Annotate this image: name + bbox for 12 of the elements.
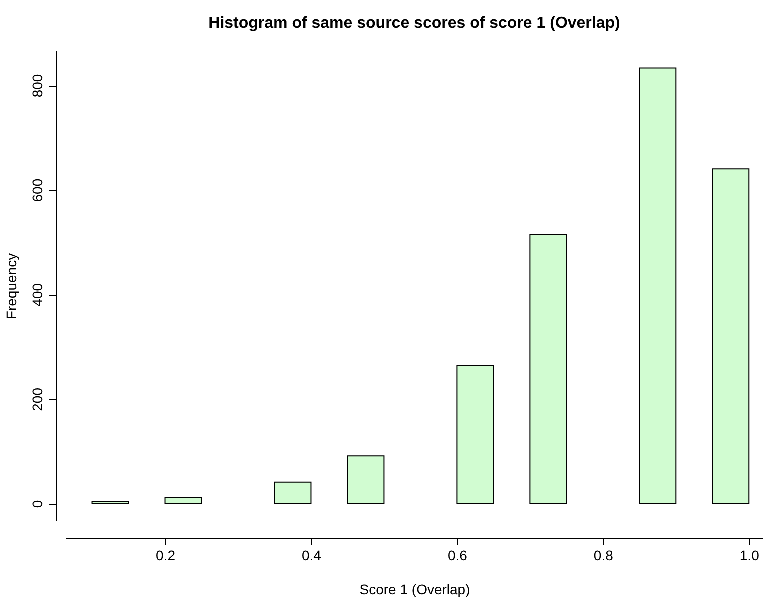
y-tick-label: 600 — [30, 178, 46, 202]
x-tick-label: 0.6 — [448, 548, 468, 564]
y-axis-title: Frequency — [4, 253, 20, 320]
y-tick-label: 400 — [30, 283, 46, 307]
y-tick-label: 200 — [30, 388, 46, 412]
chart-title: Histogram of same source scores of score 1 (Overlap) — [208, 15, 620, 32]
x-tick-label: 0.8 — [594, 548, 614, 564]
x-tick-label: 0.2 — [156, 548, 176, 564]
y-tick-label: 800 — [30, 74, 46, 98]
y-tick-label: 0 — [30, 500, 46, 508]
x-tick-label: 0.4 — [302, 548, 322, 564]
x-tick-label: 1.0 — [740, 548, 760, 564]
